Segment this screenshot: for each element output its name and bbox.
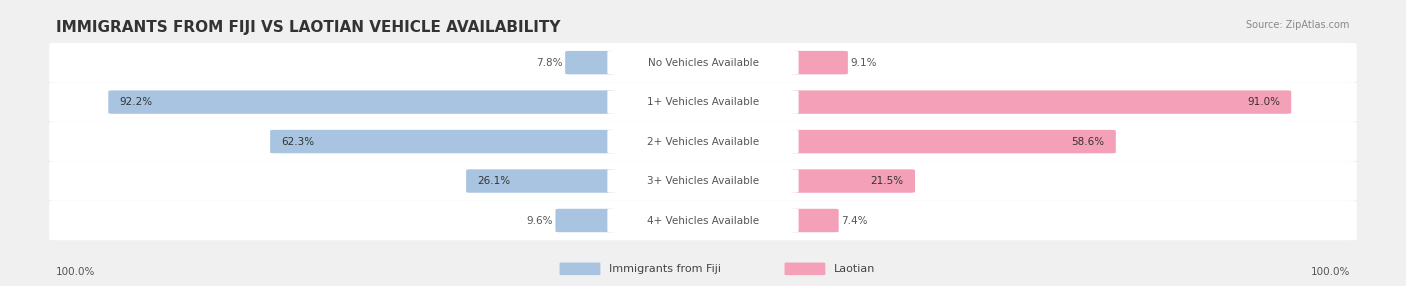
FancyBboxPatch shape bbox=[49, 43, 1357, 82]
Text: 3+ Vehicles Available: 3+ Vehicles Available bbox=[647, 176, 759, 186]
FancyBboxPatch shape bbox=[108, 90, 616, 114]
FancyBboxPatch shape bbox=[790, 130, 1116, 153]
Text: Laotian: Laotian bbox=[834, 264, 875, 274]
Text: Immigrants from Fiji: Immigrants from Fiji bbox=[609, 264, 721, 274]
Text: 100.0%: 100.0% bbox=[1310, 267, 1350, 277]
FancyBboxPatch shape bbox=[790, 90, 1291, 114]
FancyBboxPatch shape bbox=[785, 263, 825, 275]
Text: 4+ Vehicles Available: 4+ Vehicles Available bbox=[647, 216, 759, 225]
Text: 7.8%: 7.8% bbox=[536, 58, 562, 67]
FancyBboxPatch shape bbox=[49, 82, 1357, 122]
Text: 21.5%: 21.5% bbox=[870, 176, 904, 186]
Text: 62.3%: 62.3% bbox=[281, 137, 315, 146]
FancyBboxPatch shape bbox=[607, 51, 799, 74]
Text: 9.6%: 9.6% bbox=[526, 216, 553, 225]
FancyBboxPatch shape bbox=[607, 209, 799, 232]
Text: 9.1%: 9.1% bbox=[851, 58, 877, 67]
Text: IMMIGRANTS FROM FIJI VS LAOTIAN VEHICLE AVAILABILITY: IMMIGRANTS FROM FIJI VS LAOTIAN VEHICLE … bbox=[56, 20, 561, 35]
Text: 100.0%: 100.0% bbox=[56, 267, 96, 277]
FancyBboxPatch shape bbox=[565, 51, 616, 74]
FancyBboxPatch shape bbox=[49, 201, 1357, 240]
FancyBboxPatch shape bbox=[790, 169, 915, 193]
Text: No Vehicles Available: No Vehicles Available bbox=[648, 58, 758, 67]
FancyBboxPatch shape bbox=[467, 169, 616, 193]
FancyBboxPatch shape bbox=[607, 130, 799, 153]
FancyBboxPatch shape bbox=[790, 51, 848, 74]
Text: 26.1%: 26.1% bbox=[478, 176, 510, 186]
FancyBboxPatch shape bbox=[607, 90, 799, 114]
Text: 91.0%: 91.0% bbox=[1247, 97, 1279, 107]
FancyBboxPatch shape bbox=[607, 169, 799, 193]
Text: 7.4%: 7.4% bbox=[841, 216, 868, 225]
FancyBboxPatch shape bbox=[270, 130, 616, 153]
FancyBboxPatch shape bbox=[49, 161, 1357, 201]
FancyBboxPatch shape bbox=[560, 263, 600, 275]
Text: Source: ZipAtlas.com: Source: ZipAtlas.com bbox=[1246, 20, 1350, 30]
Text: 1+ Vehicles Available: 1+ Vehicles Available bbox=[647, 97, 759, 107]
FancyBboxPatch shape bbox=[790, 209, 838, 232]
Text: 92.2%: 92.2% bbox=[120, 97, 153, 107]
Text: 58.6%: 58.6% bbox=[1071, 137, 1105, 146]
FancyBboxPatch shape bbox=[49, 122, 1357, 161]
Text: 2+ Vehicles Available: 2+ Vehicles Available bbox=[647, 137, 759, 146]
FancyBboxPatch shape bbox=[555, 209, 616, 232]
